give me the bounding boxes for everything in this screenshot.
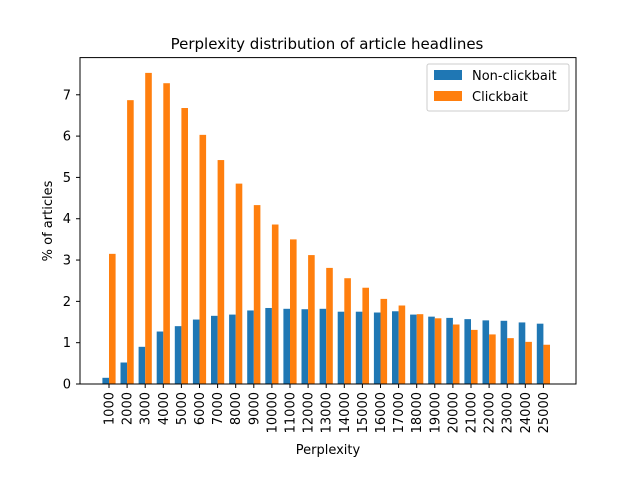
legend-label-clickbait: Clickbait <box>472 90 528 105</box>
y-tick-label-4: 4 <box>63 212 71 227</box>
x-tick-label-17000: 17000 <box>392 392 407 433</box>
legend-swatch-clickbait <box>434 91 462 101</box>
x-tick-label-4000: 4000 <box>157 392 172 425</box>
x-tick-label-15000: 15000 <box>356 392 371 433</box>
bar-non-clickbait-25000 <box>536 323 544 384</box>
bar-non-clickbait-15000 <box>355 311 363 384</box>
bar-clickbait-21000 <box>471 329 478 384</box>
plot-frame <box>79 57 577 385</box>
bar-non-clickbait-17000 <box>392 311 399 384</box>
bar-non-clickbait-14000 <box>337 311 345 384</box>
bar-clickbait-20000 <box>452 324 460 384</box>
bar-clickbait-15000 <box>362 287 369 384</box>
bars <box>102 72 550 384</box>
bar-non-clickbait-6000 <box>192 319 200 384</box>
bar-non-clickbait-13000 <box>319 308 327 384</box>
bar-non-clickbait-10000 <box>265 307 272 384</box>
y-tick-label-2: 2 <box>63 295 71 310</box>
bar-clickbait-8000 <box>235 183 243 384</box>
bar-clickbait-16000 <box>380 298 388 384</box>
bar-non-clickbait-20000 <box>446 317 453 384</box>
bar-non-clickbait-5000 <box>174 326 182 384</box>
x-tick-label-23000: 23000 <box>501 392 516 433</box>
x-tick-label-20000: 20000 <box>446 392 461 433</box>
x-tick-label-7000: 7000 <box>211 392 226 425</box>
bar-clickbait-12000 <box>308 255 315 384</box>
bar-clickbait-4000 <box>163 83 170 384</box>
bar-clickbait-1000 <box>109 253 116 384</box>
x-tick-label-12000: 12000 <box>302 392 317 433</box>
x-tick-label-8000: 8000 <box>229 392 244 425</box>
bar-non-clickbait-18000 <box>410 314 417 384</box>
x-tick-label-3000: 3000 <box>139 392 154 425</box>
y-tick-label-0: 0 <box>63 378 71 393</box>
x-tick-label-13000: 13000 <box>320 392 335 433</box>
bar-clickbait-5000 <box>181 108 188 384</box>
x-tick-label-10000: 10000 <box>265 392 280 433</box>
x-tick-label-24000: 24000 <box>519 392 534 433</box>
bar-clickbait-25000 <box>543 344 550 384</box>
bar-clickbait-7000 <box>217 160 225 384</box>
x-tick-label-25000: 25000 <box>537 392 552 433</box>
bar-non-clickbait-23000 <box>500 320 508 384</box>
bar-clickbait-10000 <box>271 224 279 384</box>
x-tick-label-19000: 19000 <box>428 392 443 433</box>
bar-non-clickbait-7000 <box>211 315 218 384</box>
x-axis: 1000 2000 3000 4000 5000 6000 7000 8000 9000 1000… <box>103 384 552 433</box>
x-tick-label-5000: 5000 <box>175 392 190 425</box>
y-tick-label-3: 3 <box>63 254 71 269</box>
legend-swatch-non-clickbait <box>434 70 462 80</box>
bar-clickbait-22000 <box>489 334 496 384</box>
chart-title: Perplexity distribution of article headl… <box>171 35 484 53</box>
bar-non-clickbait-11000 <box>283 308 290 384</box>
bar-clickbait-24000 <box>525 341 532 384</box>
x-tick-label-22000: 22000 <box>483 392 498 433</box>
bar-non-clickbait-8000 <box>229 314 236 384</box>
x-tick-label-6000: 6000 <box>193 392 208 425</box>
x-tick-label-21000: 21000 <box>465 392 480 433</box>
y-axis-label: % of articles <box>41 180 56 261</box>
bar-non-clickbait-3000 <box>138 346 146 384</box>
bar-clickbait-17000 <box>398 305 406 384</box>
legend-label-non-clickbait: Non-clickbait <box>472 69 557 84</box>
bar-clickbait-3000 <box>145 72 152 384</box>
bar-non-clickbait-1000 <box>102 377 109 384</box>
y-tick-label-6: 6 <box>63 130 71 145</box>
legend-box <box>426 63 570 112</box>
legend: Non-clickbait Clickbait <box>426 63 570 112</box>
bar-non-clickbait-16000 <box>373 312 381 384</box>
bar-clickbait-2000 <box>127 100 134 384</box>
bar-non-clickbait-9000 <box>247 310 254 384</box>
bar-clickbait-9000 <box>253 205 261 384</box>
x-axis-label: Perplexity <box>296 443 361 458</box>
bar-clickbait-14000 <box>344 278 351 384</box>
bar-non-clickbait-4000 <box>156 331 164 384</box>
bar-non-clickbait-24000 <box>518 322 526 384</box>
bar-clickbait-11000 <box>290 239 297 384</box>
y-tick-label-5: 5 <box>63 171 71 186</box>
x-tick-label-16000: 16000 <box>374 392 389 433</box>
bar-clickbait-6000 <box>199 134 207 384</box>
bar-non-clickbait-21000 <box>464 319 471 384</box>
x-tick-label-11000: 11000 <box>284 392 299 433</box>
bar-non-clickbait-19000 <box>428 316 435 384</box>
x-tick-label-14000: 14000 <box>338 392 353 433</box>
bar-non-clickbait-22000 <box>482 320 490 384</box>
bar-clickbait-19000 <box>434 318 442 384</box>
x-tick-label-2000: 2000 <box>121 392 136 425</box>
x-tick-label-9000: 9000 <box>247 392 262 425</box>
bar-clickbait-13000 <box>326 267 333 384</box>
x-tick-label-18000: 18000 <box>410 392 425 433</box>
bar-non-clickbait-12000 <box>301 309 309 384</box>
bar-clickbait-23000 <box>507 338 514 384</box>
bar-non-clickbait-2000 <box>120 362 128 384</box>
bar-clickbait-18000 <box>416 314 424 384</box>
x-tick-label-1000: 1000 <box>103 392 118 425</box>
y-axis: 0 1 2 3 4 5 6 7 <box>63 88 80 393</box>
y-tick-label-1: 1 <box>63 336 71 351</box>
y-tick-label-7: 7 <box>63 88 71 103</box>
